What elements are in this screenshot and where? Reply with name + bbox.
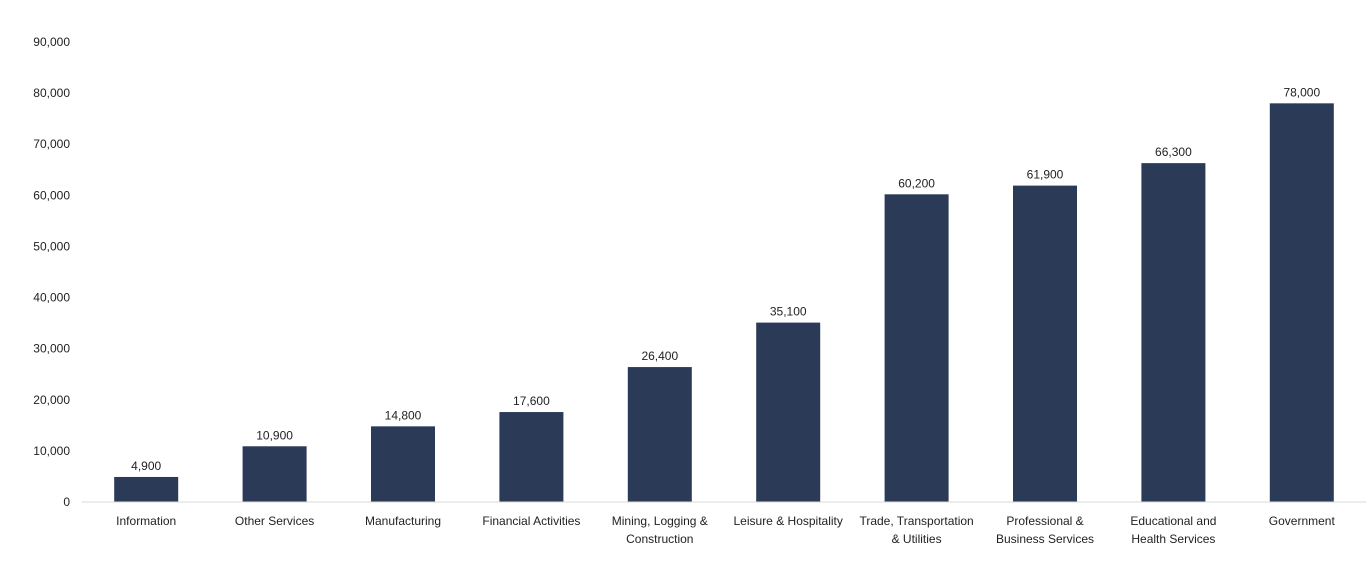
y-tick-label: 10,000 [33, 444, 70, 458]
y-tick-label: 0 [63, 495, 70, 509]
bars [114, 103, 1334, 503]
bar-data-label: 60,200 [898, 176, 935, 190]
bar-data-label: 26,400 [641, 349, 678, 363]
x-tick-label: Financial Activities [482, 514, 580, 528]
x-tick-label: Manufacturing [365, 514, 441, 528]
y-tick-label: 20,000 [33, 393, 70, 407]
bar [884, 194, 949, 503]
bar-data-label: 14,800 [385, 408, 422, 422]
x-axis: Information Other Services Manufacturing Fi… [82, 501, 1366, 546]
bar [499, 412, 564, 502]
bar [114, 476, 179, 502]
y-tick-label: 40,000 [33, 291, 70, 305]
y-tick-label: 80,000 [33, 86, 70, 100]
bar-data-label: 61,900 [1027, 168, 1064, 182]
bar [1141, 163, 1206, 502]
x-tick-label: Educational and Health Services [1130, 514, 1216, 546]
y-tick-label: 50,000 [33, 239, 70, 253]
y-tick-label: 90,000 [33, 35, 70, 49]
data-labels: 4,900 10,900 14,800 17,600 26,400 35,100 60,20… [131, 85, 1320, 473]
bar-data-label: 10,900 [256, 428, 293, 442]
x-tick-label: Professional & Business Services [996, 514, 1094, 546]
bar [756, 322, 821, 502]
bar-data-label: 35,100 [770, 305, 807, 319]
bar-data-label: 66,300 [1155, 145, 1192, 159]
x-tick-label: Other Services [235, 514, 314, 528]
bar [1269, 103, 1334, 502]
bar [371, 426, 435, 502]
y-tick-label: 60,000 [33, 188, 70, 202]
bar [1013, 185, 1077, 502]
y-tick-label: 30,000 [33, 342, 70, 356]
bar-data-label: 4,900 [131, 459, 161, 473]
y-tick-label: 70,000 [33, 137, 70, 151]
x-tick-label: Information [116, 514, 176, 528]
x-tick-label: Government [1269, 514, 1336, 528]
bar [627, 367, 692, 502]
x-tick-label: Leisure & Hospitality [734, 514, 843, 528]
bar-data-label: 78,000 [1283, 85, 1320, 99]
bar-data-label: 17,600 [513, 394, 550, 408]
bar [242, 446, 307, 502]
x-tick-label: Trade, Transportation & Utilities [859, 514, 973, 546]
x-tick-label: Mining, Logging & Construction [612, 514, 708, 546]
y-axis: 0 10,000 20,000 30,000 40,000 50,000 60,000 70,… [33, 35, 70, 509]
